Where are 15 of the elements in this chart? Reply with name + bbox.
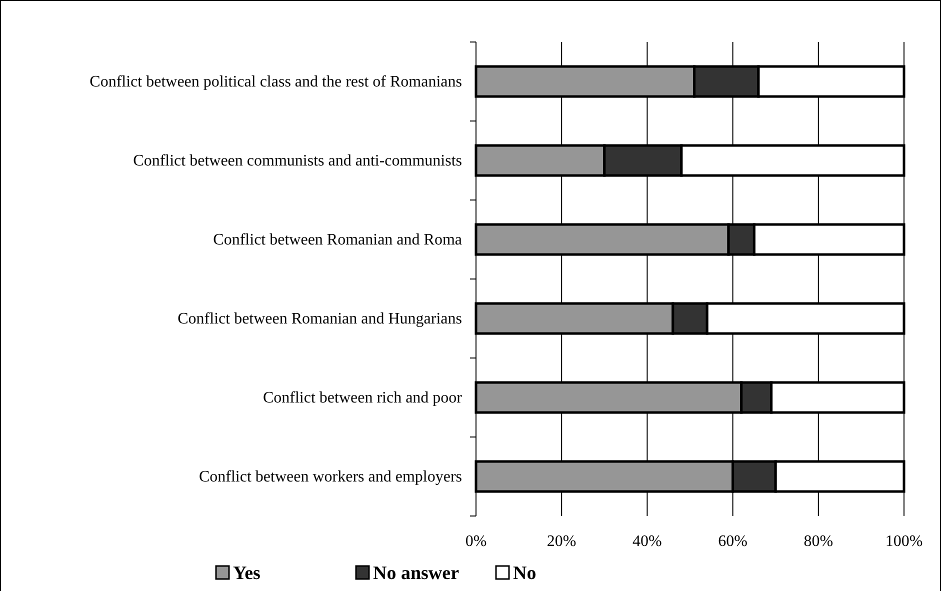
legend-label: No [513,563,536,584]
y-tick-label: Conflict between rich and poor [262,390,463,406]
y-tick-label: Conflict between Romanian and Hungarians [178,310,462,328]
y-tick-label: Conflict between communists and anti-communists [133,152,462,170]
x-tick-label: 20% [546,533,576,550]
y-tick-label: Conflict between workers and employers [198,468,462,486]
x-tick-label: 80% [804,533,834,550]
legend-label: No answer [373,563,460,584]
x-tick-label: 40% [632,533,662,550]
x-tick-label: 60% [718,533,748,550]
y-tick-label: Conflict between Romanian and Roma [213,232,462,248]
x-tick-label: 0% [465,533,487,550]
x-tick-label: 100% [885,533,923,550]
y-tick-label: Conflict between political class and the rest of Romanians [90,74,462,90]
legend-label: Yes [233,563,260,584]
